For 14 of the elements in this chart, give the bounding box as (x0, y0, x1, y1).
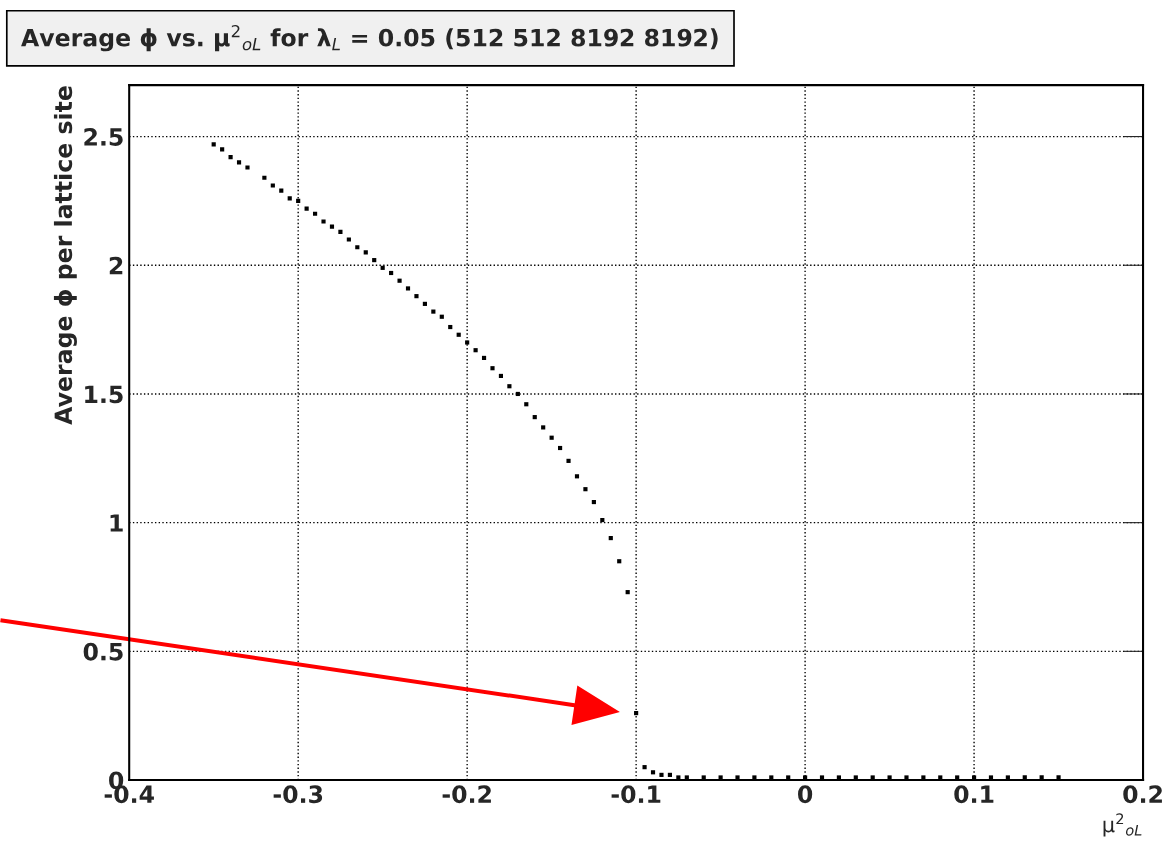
y-axis-title: Average ϕ per lattice site (53, 86, 77, 425)
y-tick-label: 0.5 (83, 642, 123, 661)
y-tick-label: 1.5 (85, 385, 123, 404)
x-tick-label: -0.3 (273, 785, 323, 804)
x-axis-title: μ$^{2}$$_{oL}$ (1103, 813, 1142, 837)
chart-title: Average ϕ vs. μ$^{2}$$_{oL}$ for λ$_{L}$ = 0.05 (512 512 8192 8192) (21, 24, 718, 52)
y-tick-label: 2 (109, 256, 123, 275)
x-tick-label: -0.2 (442, 785, 491, 804)
y-tick-label: 1 (110, 514, 123, 532)
x-tick-label: 0.1 (954, 785, 994, 804)
x-tick-label: -0.1 (611, 785, 661, 804)
y-tick-label: 2.5 (84, 128, 123, 146)
x-tick-label: 0.2 (1123, 785, 1162, 804)
x-tick-label: 0 (798, 785, 813, 804)
